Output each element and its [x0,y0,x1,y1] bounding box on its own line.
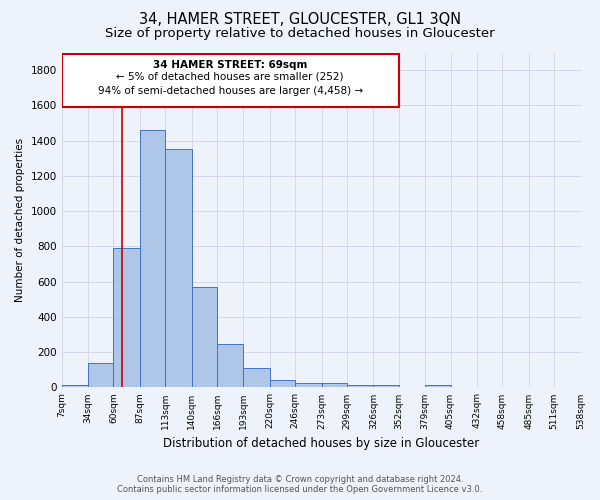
Y-axis label: Number of detached properties: Number of detached properties [15,138,25,302]
Bar [165,148,191,388]
Bar [62,54,399,107]
Bar [191,288,217,388]
Bar [347,384,373,388]
Bar [62,385,88,388]
Text: Size of property relative to detached houses in Gloucester: Size of property relative to detached ho… [105,28,495,40]
Text: 34 HAMER STREET: 69sqm: 34 HAMER STREET: 69sqm [153,60,307,70]
Bar [88,364,113,388]
Bar [425,384,451,388]
Bar [270,380,295,388]
Text: Contains HM Land Registry data © Crown copyright and database right 2024.
Contai: Contains HM Land Registry data © Crown c… [118,474,482,494]
X-axis label: Distribution of detached houses by size in Gloucester: Distribution of detached houses by size … [163,437,479,450]
Bar [217,344,244,388]
Bar [244,368,270,388]
Bar [140,130,165,388]
Bar [295,382,322,388]
Bar [113,248,140,388]
Text: 94% of semi-detached houses are larger (4,458) →: 94% of semi-detached houses are larger (… [98,86,363,96]
Text: ← 5% of detached houses are smaller (252): ← 5% of detached houses are smaller (252… [116,72,344,82]
Bar [373,384,399,388]
Bar [322,382,347,388]
Text: 34, HAMER STREET, GLOUCESTER, GL1 3QN: 34, HAMER STREET, GLOUCESTER, GL1 3QN [139,12,461,28]
